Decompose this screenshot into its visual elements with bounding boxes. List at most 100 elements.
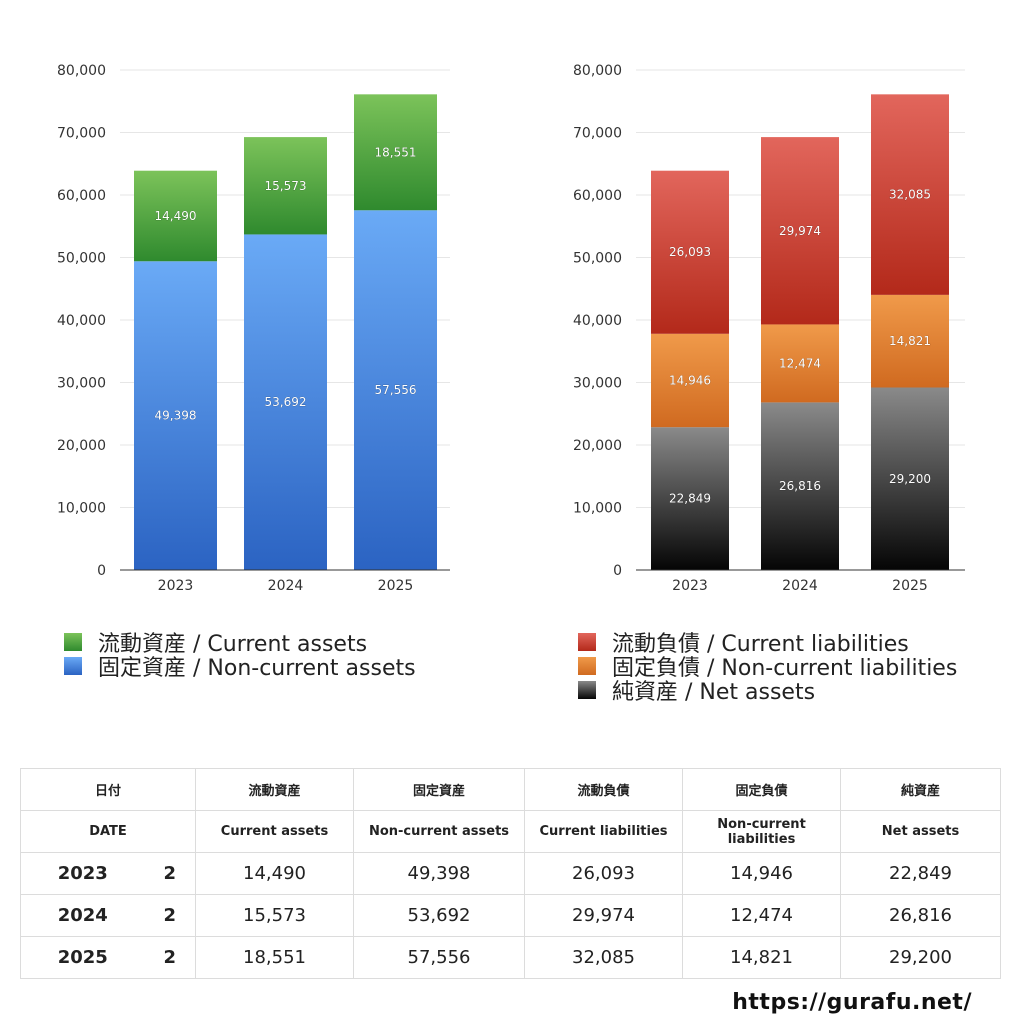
y-tick-label: 10,000 xyxy=(573,501,622,517)
data-label-current-assets-2024: 15,573 xyxy=(265,179,307,193)
header-non-current-liabilities-en: Non-current liabilities xyxy=(682,810,842,853)
cell-current-liabilities: 26,093 xyxy=(524,852,684,895)
cell-current-liabilities: 32,085 xyxy=(524,936,684,979)
cell-year: 2024 xyxy=(20,894,145,937)
y-tick-label: 30,000 xyxy=(573,376,622,392)
data-label-net-assets-2025: 29,200 xyxy=(889,472,931,486)
bar-non-current-assets-2023 xyxy=(134,261,217,570)
legend-label-current-assets: 流動資産 / Current assets xyxy=(98,632,368,657)
x-tick-label: 2024 xyxy=(782,578,818,594)
x-tick-label: 2025 xyxy=(378,578,414,594)
balance-liabilities-chart: 0 10,000 20,000 30,000 40,000 50,000 60,000 70,… xyxy=(573,63,965,594)
legend-item-non-current-assets: 固定資産 / Non-current assets xyxy=(64,654,416,681)
bar-non-current-liabilities-2025 xyxy=(871,294,949,388)
header-net-assets-en: Net assets xyxy=(840,810,1002,853)
y-tick-label: 0 xyxy=(613,563,622,579)
y-tick-label: 60,000 xyxy=(57,188,106,204)
y-tick-label: 50,000 xyxy=(57,251,106,267)
cell-non-current-assets: 57,556 xyxy=(353,936,526,979)
header-current-liabilities-jp: 流動負債 xyxy=(524,768,684,811)
y-tick-label: 70,000 xyxy=(573,126,622,142)
y-tick-label: 50,000 xyxy=(573,251,622,267)
legend-label-current-liabilities: 流動負債 / Current liabilities xyxy=(612,632,909,657)
cell-year: 2025 xyxy=(20,936,145,979)
data-label-net-assets-2024: 26,816 xyxy=(779,479,821,493)
data-label-non-current-liabilities-2023: 14,946 xyxy=(669,373,711,387)
y-tick-label: 80,000 xyxy=(57,63,106,79)
header-current-assets-jp: 流動資産 xyxy=(195,768,355,811)
table-row: 2023 2 14,490 49,398 26,093 14,946 22,84… xyxy=(20,852,1002,895)
header-current-assets-en: Current assets xyxy=(195,810,355,853)
cell-net-assets: 22,849 xyxy=(840,852,1002,895)
y-tick-label: 80,000 xyxy=(573,63,622,79)
table-header-row-jp: 日付 流動資産 固定資産 流動負債 固定負債 純資産 xyxy=(19,768,1002,811)
header-net-assets-jp: 純資産 xyxy=(840,768,1002,811)
cell-net-assets: 29,200 xyxy=(840,936,1002,979)
header-date-jp: 日付 xyxy=(19,768,196,811)
data-label-non-current-assets-2023: 49,398 xyxy=(155,409,197,423)
data-label-non-current-liabilities-2025: 14,821 xyxy=(889,334,931,348)
header-non-current-assets-jp: 固定資産 xyxy=(353,768,526,811)
balance-assets-chart: 0 10,000 20,000 30,000 40,000 50,000 60,000 70,… xyxy=(57,63,450,594)
footer-url[interactable]: https://gurafu.net/ xyxy=(732,990,972,1015)
legend-label-non-current-assets: 固定資産 / Non-current assets xyxy=(98,656,416,681)
x-tick-label: 2023 xyxy=(672,578,708,594)
legend-item-net-assets: 純資産 / Net assets xyxy=(578,678,957,705)
y-tick-label: 40,000 xyxy=(57,313,106,329)
bar-net-assets-2024 xyxy=(761,402,839,570)
data-label-current-liabilities-2024: 29,974 xyxy=(779,224,821,238)
cell-net-assets: 26,816 xyxy=(840,894,1002,937)
y-tick-label: 10,000 xyxy=(57,501,106,517)
bar-current-liabilities-2025 xyxy=(871,94,949,295)
data-label-current-assets-2025: 18,551 xyxy=(375,145,417,159)
cell-count: 2 xyxy=(144,852,197,895)
bar-current-assets-2025 xyxy=(354,94,437,211)
legend-swatch-current-assets xyxy=(64,633,82,651)
bar-non-current-assets-2024 xyxy=(244,234,327,571)
y-tick-label: 70,000 xyxy=(57,126,106,142)
cell-count: 2 xyxy=(144,894,197,937)
cell-non-current-assets: 49,398 xyxy=(353,852,526,895)
cell-year: 2023 xyxy=(20,852,145,895)
data-label-net-assets-2023: 22,849 xyxy=(669,492,711,506)
assets-legend: 流動資産 / Current assets 固定資産 / Non-current… xyxy=(64,630,416,681)
data-label-current-liabilities-2025: 32,085 xyxy=(889,188,931,202)
legend-swatch-current-liabilities xyxy=(578,633,596,651)
cell-non-current-assets: 53,692 xyxy=(353,894,526,937)
cell-non-current-liabilities: 12,474 xyxy=(682,894,842,937)
bar-current-assets-2024 xyxy=(244,137,327,235)
y-tick-label: 0 xyxy=(97,563,106,579)
bar-current-assets-2023 xyxy=(134,170,217,262)
bar-current-liabilities-2023 xyxy=(651,170,729,334)
x-tick-label: 2024 xyxy=(268,578,304,594)
table-row: 2025 2 18,551 57,556 32,085 14,821 29,20… xyxy=(20,936,1002,979)
header-non-current-assets-en: Non-current assets xyxy=(353,810,526,853)
legend-item-current-assets: 流動資産 / Current assets xyxy=(64,630,416,657)
cell-current-assets: 18,551 xyxy=(195,936,355,979)
data-label-current-liabilities-2023: 26,093 xyxy=(669,245,711,259)
bar-current-liabilities-2024 xyxy=(761,137,839,325)
liabilities-legend: 流動負債 / Current liabilities 固定負債 / Non-cu… xyxy=(578,630,957,705)
header-current-liabilities-en: Current liabilities xyxy=(524,810,684,853)
bar-net-assets-2025 xyxy=(871,387,949,570)
cell-current-liabilities: 29,974 xyxy=(524,894,684,937)
x-tick-label: 2025 xyxy=(892,578,928,594)
cell-current-assets: 14,490 xyxy=(195,852,355,895)
legend-item-current-liabilities: 流動負債 / Current liabilities xyxy=(578,630,957,657)
table-header-row-en: DATE Current assets Non-current assets C… xyxy=(19,810,1002,853)
header-non-current-liabilities-jp: 固定負債 xyxy=(682,768,842,811)
data-label-non-current-assets-2024: 53,692 xyxy=(265,395,307,409)
legend-label-net-assets: 純資産 / Net assets xyxy=(612,680,816,705)
legend-item-non-current-liabilities: 固定負債 / Non-current liabilities xyxy=(578,654,957,681)
data-label-non-current-assets-2025: 57,556 xyxy=(375,383,417,397)
bar-non-current-assets-2025 xyxy=(354,210,437,570)
y-tick-label: 20,000 xyxy=(57,438,106,454)
y-tick-label: 30,000 xyxy=(57,376,106,392)
y-tick-label: 20,000 xyxy=(573,438,622,454)
legend-swatch-non-current-assets xyxy=(64,657,82,675)
data-label-non-current-liabilities-2024: 12,474 xyxy=(779,356,821,370)
y-tick-label: 60,000 xyxy=(573,188,622,204)
cell-current-assets: 15,573 xyxy=(195,894,355,937)
cell-non-current-liabilities: 14,946 xyxy=(682,852,842,895)
y-tick-label: 40,000 xyxy=(573,313,622,329)
